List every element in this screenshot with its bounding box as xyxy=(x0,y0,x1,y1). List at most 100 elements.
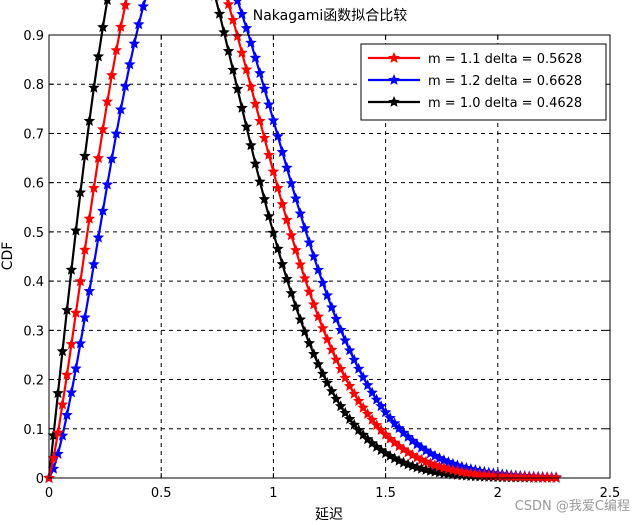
legend-marker xyxy=(388,73,400,85)
data-point xyxy=(357,401,369,413)
data-point xyxy=(227,63,239,75)
data-point xyxy=(249,157,262,169)
data-point xyxy=(375,400,387,412)
data-point xyxy=(249,97,262,109)
y-tick-label: 0.9 xyxy=(23,29,44,44)
data-point xyxy=(267,226,280,238)
data-point xyxy=(249,51,262,63)
data-point xyxy=(263,98,275,110)
data-point xyxy=(317,367,329,379)
x-tick-label: 1 xyxy=(269,486,277,501)
legend-box xyxy=(360,43,607,121)
legend-label: m = 1.2 delta = 0.6628 xyxy=(428,74,582,89)
data-point xyxy=(321,333,334,345)
data-point xyxy=(326,385,338,397)
data-point xyxy=(330,392,342,404)
data-point xyxy=(65,263,78,275)
data-point xyxy=(285,287,298,299)
data-point xyxy=(281,161,293,173)
data-point xyxy=(92,50,105,62)
data-point xyxy=(281,273,293,284)
data-point xyxy=(290,192,302,204)
series-m-1-1-delta-0-5628 xyxy=(43,0,562,483)
data-point xyxy=(106,69,118,81)
y-tick-label: 0.7 xyxy=(23,127,44,142)
data-point xyxy=(348,418,360,430)
data-point xyxy=(101,178,114,190)
data-point xyxy=(339,334,351,346)
data-point xyxy=(357,428,369,440)
data-point xyxy=(361,407,374,419)
data-point xyxy=(74,337,87,349)
data-point xyxy=(258,131,271,143)
data-point xyxy=(263,148,275,160)
data-point xyxy=(110,127,123,139)
data-point xyxy=(281,213,293,225)
x-axis-label: 延迟 xyxy=(315,507,343,523)
data-point xyxy=(308,250,320,262)
data-point xyxy=(384,412,396,423)
data-point xyxy=(312,358,325,370)
data-point xyxy=(357,371,369,383)
data-point xyxy=(361,379,374,391)
data-point xyxy=(366,386,378,398)
data-point xyxy=(321,376,334,388)
data-point xyxy=(370,393,383,405)
data-point xyxy=(137,0,149,12)
data-point xyxy=(236,46,248,58)
data-point xyxy=(343,344,356,356)
y-tick-label: 0.1 xyxy=(23,423,44,438)
data-point xyxy=(334,323,347,335)
data-point xyxy=(343,380,356,391)
data-point xyxy=(325,301,338,313)
data-point xyxy=(74,275,87,287)
data-point xyxy=(370,419,383,431)
data-point xyxy=(299,222,311,234)
data-point xyxy=(61,304,73,316)
data-point xyxy=(258,82,271,94)
data-point xyxy=(317,276,329,288)
legend-entry: m = 1.0 delta = 0.4628 xyxy=(368,95,582,111)
y-tick-label: 0.4 xyxy=(23,275,44,290)
data-point xyxy=(133,18,145,30)
data-point xyxy=(272,242,284,254)
data-point xyxy=(379,406,392,418)
data-point xyxy=(276,198,289,210)
data-point xyxy=(236,8,248,20)
data-point xyxy=(56,345,69,357)
data-point xyxy=(317,322,329,334)
data-point xyxy=(388,417,401,429)
data-point xyxy=(330,312,342,324)
data-point xyxy=(97,204,109,216)
data-point xyxy=(267,165,280,177)
data-point xyxy=(245,139,257,151)
data-point xyxy=(119,80,132,92)
data-point xyxy=(240,22,253,34)
data-point xyxy=(61,368,73,380)
data-point xyxy=(119,0,132,11)
y-tick-label: 0.6 xyxy=(23,177,44,192)
data-point xyxy=(312,310,325,322)
data-point xyxy=(92,231,105,243)
data-point xyxy=(52,387,64,399)
legend-label: m = 1.0 delta = 0.4628 xyxy=(428,96,582,111)
data-point xyxy=(263,210,275,222)
data-point xyxy=(61,409,73,420)
series-group xyxy=(43,0,562,483)
legend: m = 1.1 delta = 0.5628 m = 1.2 delta = 0.… xyxy=(360,43,607,121)
data-point xyxy=(231,82,244,94)
ticks: 0 0.5 1 1.5 2 2.5 0 0.1 0.2 0.3 0.4 0.5 0.6 0.7 0.8 0.9 xyxy=(23,29,620,501)
data-point xyxy=(254,67,266,79)
data-point xyxy=(74,186,87,198)
data-point xyxy=(83,212,96,224)
plot-frame xyxy=(48,34,611,479)
data-point xyxy=(321,289,333,301)
data-point xyxy=(101,95,114,107)
data-point xyxy=(128,37,141,49)
data-point xyxy=(334,363,347,374)
data-point xyxy=(299,325,311,337)
y-axis-label: CDF xyxy=(0,242,16,271)
data-point xyxy=(227,14,239,25)
data-point xyxy=(70,362,82,374)
data-point xyxy=(312,263,325,275)
